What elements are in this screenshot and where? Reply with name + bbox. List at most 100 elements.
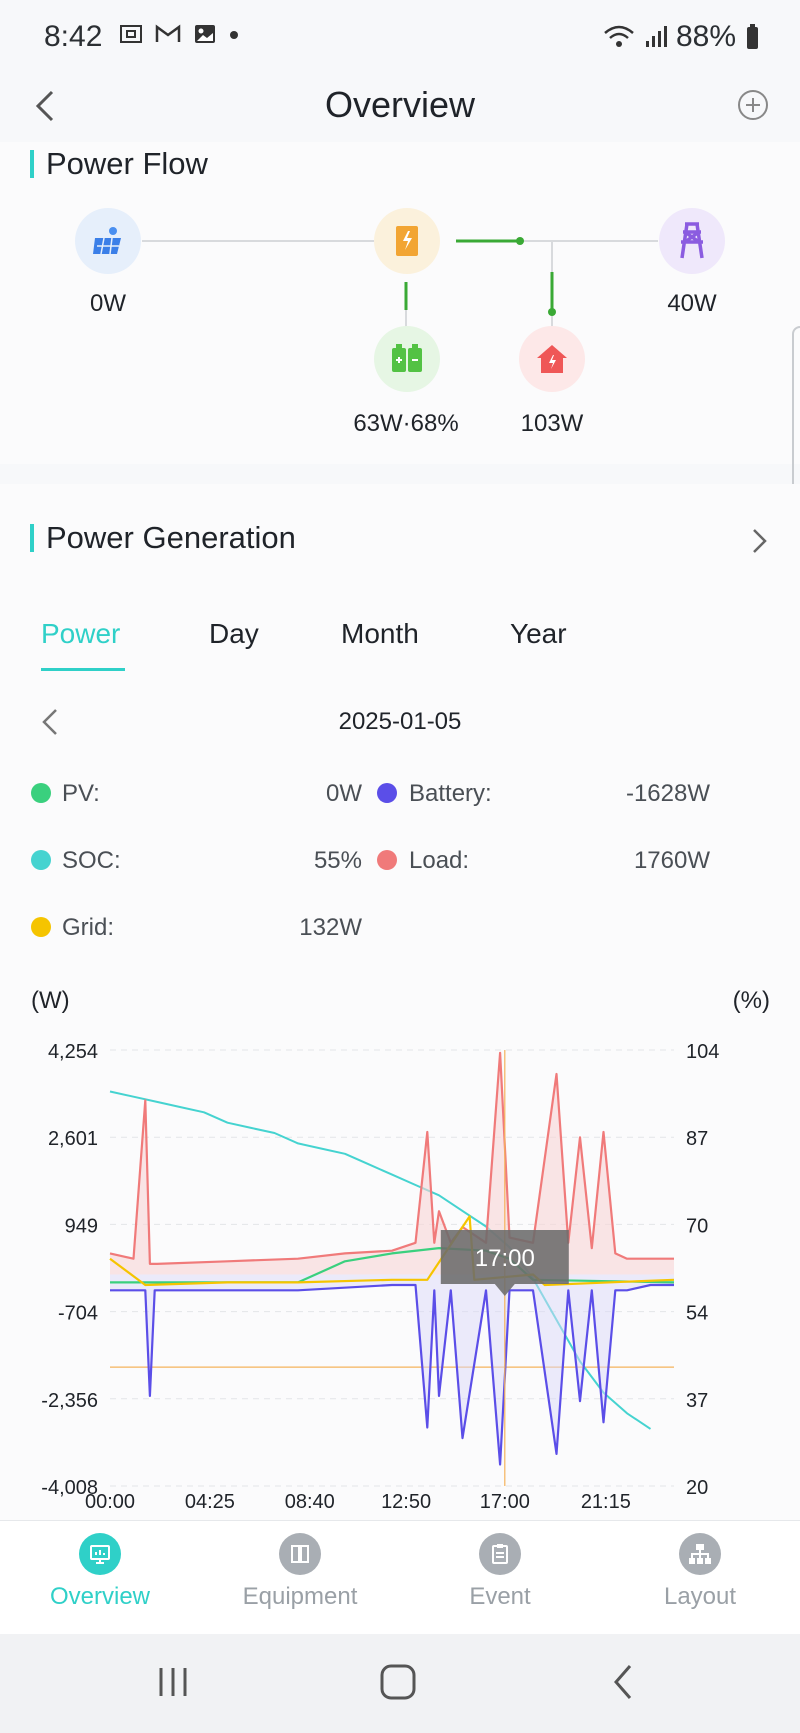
battery-icon: [747, 24, 758, 49]
flow-lines: [142, 237, 658, 332]
battery-legend-value: -1628W: [625, 780, 710, 807]
battery-legend-label: Battery:: [409, 780, 492, 807]
power-generation-card: Power Generation Power Day Month Year 20…: [0, 484, 800, 1520]
load-node[interactable]: [519, 326, 585, 392]
power-generation-title: Power Generation: [30, 520, 296, 556]
right-axis-unit: (%): [732, 987, 770, 1014]
x-tick-label: 12:50: [381, 1491, 431, 1513]
battery-legend-dot: [377, 783, 397, 803]
system-nav-bar: [0, 1634, 800, 1733]
pv-legend-value: 0W: [326, 780, 362, 807]
tab-day[interactable]: Day: [209, 618, 259, 649]
load-legend-value: 1760W: [633, 847, 710, 874]
power-tower-icon: [680, 222, 704, 259]
grid-legend-dot: [31, 917, 51, 937]
load-area: [110, 1052, 674, 1275]
active-tab-underline: [41, 668, 125, 671]
nav-equipment-label: Equipment: [242, 1583, 358, 1610]
pv-node[interactable]: [75, 208, 141, 274]
y-left-tick-label: -704: [58, 1303, 98, 1325]
nav-overview-label: Overview: [49, 1583, 151, 1610]
battery-percent: 88%: [675, 20, 736, 53]
x-tick-label: 21:15: [581, 1491, 631, 1513]
hierarchy-icon: [679, 1533, 721, 1575]
status-bar: 8:42 88%: [0, 0, 800, 72]
battery-value: 63W·68%: [353, 410, 459, 437]
tab-power[interactable]: Power: [41, 618, 121, 649]
battery-area: [110, 1274, 674, 1465]
y-left-tick-label: 2,601: [48, 1128, 98, 1150]
monitor-icon: [79, 1533, 121, 1575]
selected-date[interactable]: 2025-01-05: [338, 708, 462, 735]
chevron-right-icon[interactable]: [750, 526, 770, 556]
soc-legend-dot: [31, 850, 51, 870]
image-icon: [195, 25, 215, 43]
soc-legend-label: SOC:: [62, 847, 121, 874]
power-chart[interactable]: 4,254 2,601 949 -704 -2,356 -4,008 104 87 70 54 37…: [0, 1000, 800, 1520]
solar-panel-icon: [93, 227, 121, 255]
nav-event[interactable]: Event: [420, 1533, 580, 1611]
soc-legend-value: 55%: [313, 847, 362, 874]
y-left-tick-label: 4,254: [48, 1041, 98, 1063]
x-tick-label: 00:00: [85, 1491, 135, 1513]
header: Overview: [0, 72, 800, 142]
y-right-tick-label: 104: [686, 1041, 719, 1063]
x-tick-label: 17:00: [480, 1491, 530, 1513]
y-left-tick-label: -4,008: [41, 1477, 98, 1499]
battery-node[interactable]: [374, 326, 440, 392]
y-right-tick-label: 87: [686, 1128, 708, 1150]
clipboard-icon: [479, 1533, 521, 1575]
power-flow-title: Power Flow: [30, 146, 208, 182]
tooltip-pointer: [494, 1284, 515, 1296]
nav-layout-label: Layout: [663, 1583, 737, 1610]
notification-icons: [118, 22, 240, 46]
grid-legend-value: 132W: [299, 914, 362, 941]
left-axis-unit: (W): [31, 987, 70, 1014]
recent-apps-icon[interactable]: [155, 1662, 191, 1702]
y-left-tick-label: -2,356: [41, 1390, 98, 1412]
nav-event-label: Event: [469, 1583, 531, 1610]
y-right-tick-label: 20: [686, 1477, 708, 1499]
power-flow-card: Power Flow 0W 40W 63W·68% 103W: [0, 142, 800, 464]
pv-legend-label: PV:: [62, 780, 100, 807]
load-legend-dot: [377, 850, 397, 870]
x-tick-label: 08:40: [285, 1491, 335, 1513]
battery-storage-icon: [392, 344, 422, 372]
series-battery-line: [110, 1283, 674, 1466]
date-selector: 2025-01-05: [0, 698, 800, 748]
home-button-icon[interactable]: [378, 1662, 418, 1702]
x-tick-label: 04:25: [185, 1491, 235, 1513]
previous-date-icon[interactable]: [38, 706, 62, 738]
tooltip-box: [440, 1230, 569, 1284]
home-icon: [537, 345, 567, 373]
load-value: 103W: [520, 410, 584, 437]
add-icon[interactable]: [736, 88, 770, 122]
tab-month[interactable]: Month: [341, 618, 419, 649]
inverter-node[interactable]: [374, 208, 440, 274]
back-icon[interactable]: [26, 86, 66, 126]
grid-value: 40W: [667, 290, 717, 317]
tooltip-text: 17:00: [475, 1245, 535, 1272]
pv-legend-dot: [31, 783, 51, 803]
nav-equipment[interactable]: Equipment: [220, 1533, 380, 1611]
tab-year[interactable]: Year: [510, 618, 567, 649]
pv-value: 0W: [90, 290, 126, 317]
period-tabs: Power Day Month Year: [0, 618, 800, 678]
equipment-icon: [279, 1533, 321, 1575]
y-right-tick-label: 54: [686, 1303, 708, 1325]
inverter-icon: [396, 226, 418, 256]
nav-overview[interactable]: Overview: [20, 1533, 180, 1611]
wifi-icon: [604, 25, 634, 47]
dot-icon: [230, 31, 238, 39]
status-right: 88%: [602, 20, 760, 54]
grid-legend-label: Grid:: [62, 914, 115, 941]
y-right-tick-label: 37: [686, 1390, 708, 1412]
series-load-line: [109, 1051, 674, 1265]
grid-node[interactable]: [659, 208, 725, 274]
bottom-nav: Overview Equipment Event Layout: [0, 1520, 800, 1634]
gmail-icon: [155, 24, 181, 42]
nav-layout[interactable]: Layout: [620, 1533, 780, 1611]
system-back-icon[interactable]: [608, 1662, 638, 1702]
load-legend-label: Load:: [409, 847, 470, 874]
y-left-tick-label: 949: [65, 1215, 98, 1237]
